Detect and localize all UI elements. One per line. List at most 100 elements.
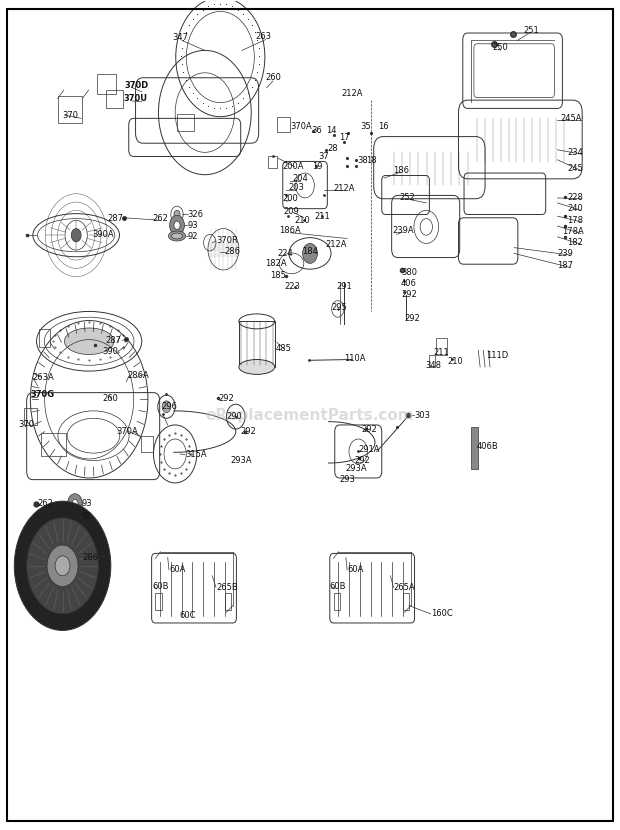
Bar xyxy=(39,329,50,347)
Circle shape xyxy=(47,545,78,587)
Bar xyxy=(268,156,277,168)
Text: 406B: 406B xyxy=(477,442,498,451)
Bar xyxy=(334,593,340,610)
Circle shape xyxy=(27,518,99,614)
Text: 93: 93 xyxy=(187,221,198,230)
Text: 348: 348 xyxy=(426,361,441,370)
Text: 160C: 160C xyxy=(431,609,453,618)
Text: 234: 234 xyxy=(567,148,583,157)
Text: 17: 17 xyxy=(339,133,349,142)
Text: 60B: 60B xyxy=(153,582,169,591)
Circle shape xyxy=(174,221,180,229)
Text: 212A: 212A xyxy=(334,184,355,193)
Text: 326: 326 xyxy=(187,210,203,219)
Text: 286: 286 xyxy=(82,553,99,562)
Text: 210: 210 xyxy=(448,357,463,366)
Text: 293A: 293A xyxy=(230,456,252,465)
Text: 111D: 111D xyxy=(486,351,508,360)
Text: 292: 292 xyxy=(361,426,376,434)
Ellipse shape xyxy=(169,231,185,241)
Text: 14: 14 xyxy=(326,126,337,135)
Text: 291: 291 xyxy=(336,282,352,291)
Text: 110A: 110A xyxy=(343,354,365,364)
Circle shape xyxy=(71,228,81,242)
Text: 296: 296 xyxy=(162,403,177,411)
Text: 287: 287 xyxy=(107,214,123,223)
Text: 262: 262 xyxy=(153,214,168,223)
Text: 239: 239 xyxy=(557,249,573,258)
Text: 19: 19 xyxy=(312,162,322,171)
Text: 200: 200 xyxy=(282,194,298,203)
Text: 182: 182 xyxy=(567,238,583,247)
Text: 210: 210 xyxy=(294,216,311,225)
Ellipse shape xyxy=(65,510,82,519)
Text: 182A: 182A xyxy=(265,259,287,268)
Text: 293A: 293A xyxy=(345,464,367,473)
Circle shape xyxy=(14,501,111,631)
Text: 315A: 315A xyxy=(185,450,206,459)
Text: 60C: 60C xyxy=(179,611,196,620)
Text: 252: 252 xyxy=(400,193,415,202)
Text: 28: 28 xyxy=(327,144,338,153)
Text: 212A: 212A xyxy=(342,89,363,98)
Bar xyxy=(224,593,231,610)
Text: 370R: 370R xyxy=(216,237,238,246)
Text: 211: 211 xyxy=(314,212,330,221)
Text: 286A: 286A xyxy=(128,371,149,380)
Text: 370: 370 xyxy=(63,110,79,120)
Circle shape xyxy=(68,494,82,514)
Text: 485: 485 xyxy=(276,344,292,354)
Text: 203: 203 xyxy=(288,183,304,193)
Text: 370A: 370A xyxy=(290,122,312,131)
Text: 265B: 265B xyxy=(216,583,237,592)
Text: 37: 37 xyxy=(318,152,329,161)
Text: 370D: 370D xyxy=(125,81,149,90)
Bar xyxy=(41,433,66,456)
Text: 224: 224 xyxy=(277,249,293,258)
Text: eReplacementParts.com: eReplacementParts.com xyxy=(206,408,414,422)
Text: 239A: 239A xyxy=(392,226,414,235)
Text: 228: 228 xyxy=(567,193,583,202)
Text: 212A: 212A xyxy=(326,240,347,249)
Text: 211: 211 xyxy=(433,348,449,357)
Text: 16: 16 xyxy=(378,122,388,131)
Circle shape xyxy=(174,210,180,218)
Text: 209: 209 xyxy=(283,208,299,217)
Text: 291A: 291A xyxy=(358,446,379,454)
Text: 380: 380 xyxy=(401,268,417,277)
Text: 250: 250 xyxy=(493,43,508,52)
Bar xyxy=(58,96,82,124)
Bar xyxy=(24,408,37,425)
Text: 390A: 390A xyxy=(92,230,114,239)
Circle shape xyxy=(162,401,171,413)
Text: 245A: 245A xyxy=(560,114,582,123)
Bar xyxy=(429,354,435,367)
Ellipse shape xyxy=(64,328,114,354)
Text: 263A: 263A xyxy=(33,374,55,382)
Text: 295: 295 xyxy=(332,303,348,312)
Text: 347: 347 xyxy=(172,33,188,42)
Text: 93: 93 xyxy=(81,499,92,508)
Bar xyxy=(97,74,117,95)
Text: 370: 370 xyxy=(18,421,34,429)
Ellipse shape xyxy=(239,359,275,374)
Text: 92: 92 xyxy=(81,511,92,520)
Text: 287: 287 xyxy=(105,336,122,345)
Text: 262: 262 xyxy=(38,499,54,508)
Text: 184: 184 xyxy=(302,247,318,256)
Circle shape xyxy=(170,215,184,235)
Text: 292: 292 xyxy=(241,427,256,436)
Text: 35: 35 xyxy=(360,122,371,131)
Text: 260: 260 xyxy=(103,394,119,403)
Text: 240: 240 xyxy=(568,204,583,213)
Text: 263: 263 xyxy=(255,32,272,41)
Text: 92: 92 xyxy=(187,232,198,241)
Text: 186A: 186A xyxy=(280,226,301,235)
Bar xyxy=(436,338,447,354)
Text: 186: 186 xyxy=(394,166,410,175)
Bar xyxy=(471,427,478,469)
Text: 200A: 200A xyxy=(282,162,303,171)
Bar xyxy=(403,593,409,610)
Text: 293: 293 xyxy=(339,475,355,484)
Text: 286: 286 xyxy=(224,247,241,256)
